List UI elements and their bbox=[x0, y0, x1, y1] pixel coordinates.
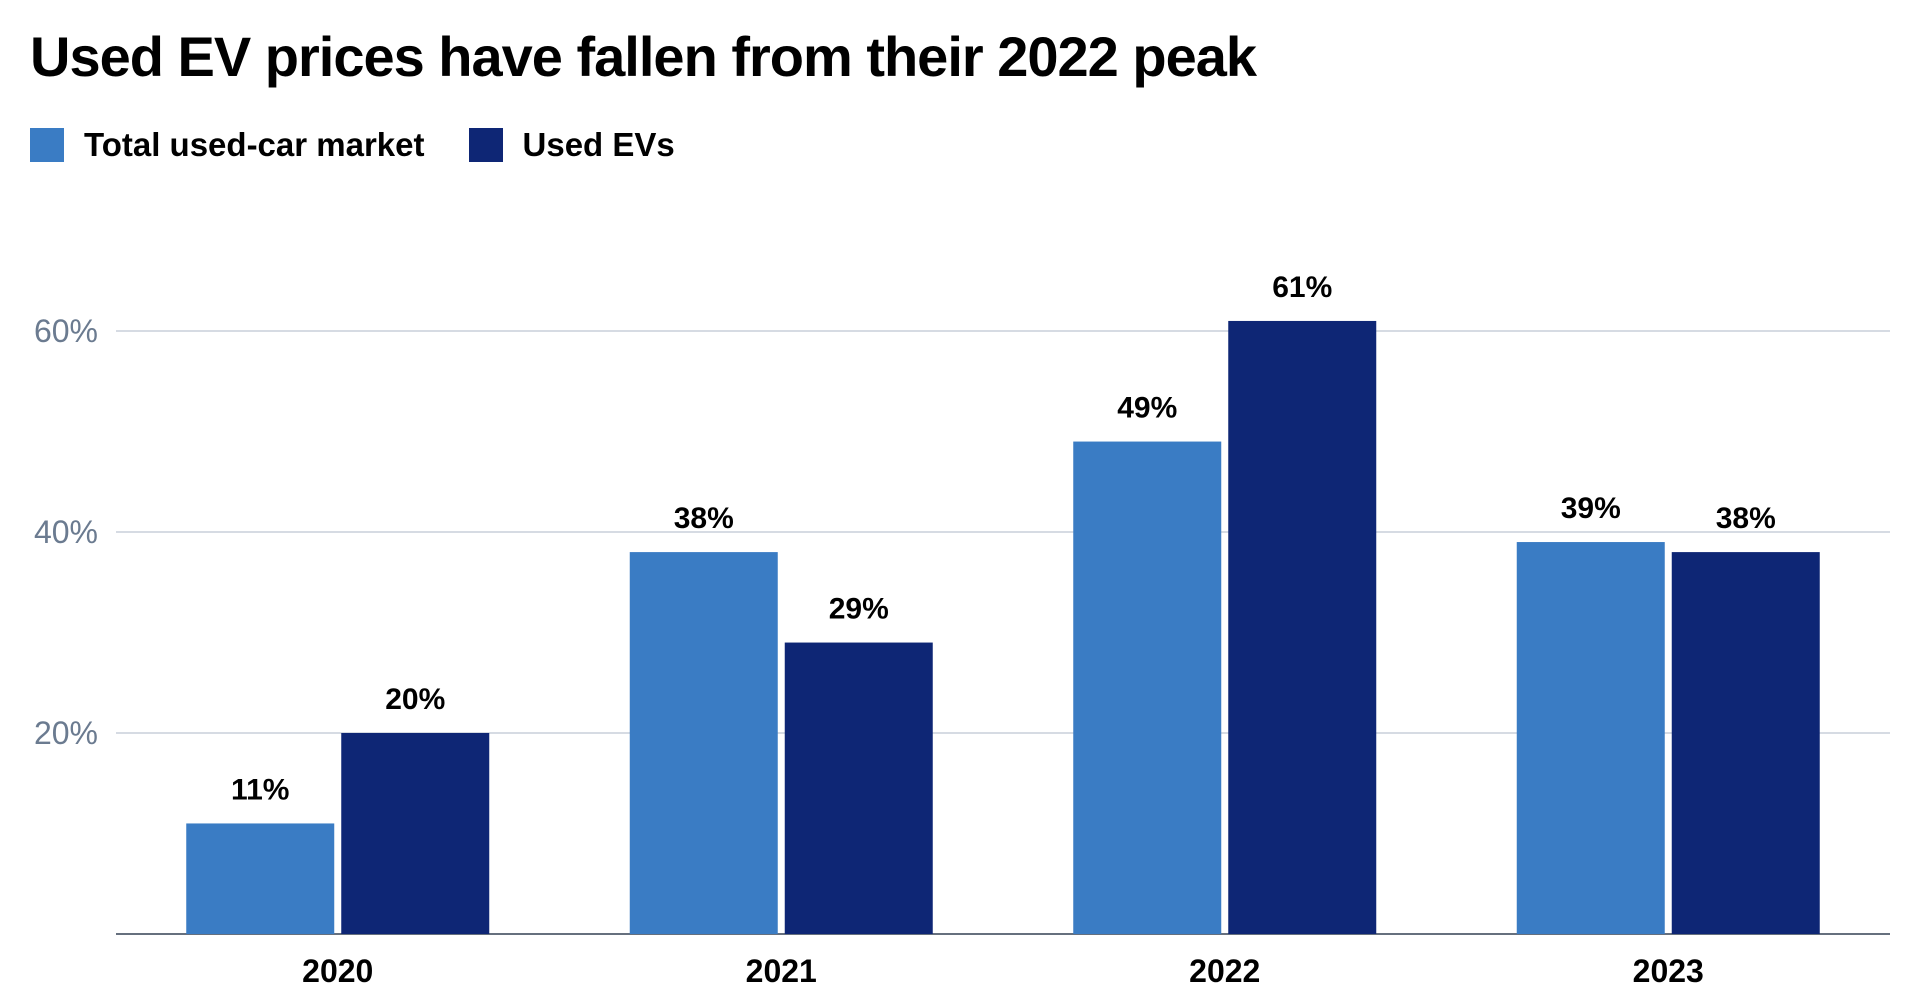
bar bbox=[341, 733, 490, 934]
y-tick-label: 40% bbox=[34, 514, 98, 550]
chart-title: Used EV prices have fallen from their 20… bbox=[30, 25, 1257, 88]
legend-swatch-total-used-car-market bbox=[30, 128, 64, 162]
data-label: 39% bbox=[1561, 492, 1621, 525]
legend: Total used-car market Used EVs bbox=[30, 126, 719, 164]
data-label: 49% bbox=[1117, 392, 1177, 425]
legend-item-used-evs: Used EVs bbox=[468, 126, 675, 164]
data-label: 38% bbox=[674, 502, 734, 535]
legend-item-total-used-car-market: Total used-car market bbox=[30, 126, 425, 164]
data-label: 20% bbox=[385, 683, 445, 716]
data-label: 38% bbox=[1716, 502, 1776, 535]
bar bbox=[784, 642, 933, 934]
x-tick-label: 2023 bbox=[1633, 953, 1704, 989]
data-label: 11% bbox=[231, 773, 289, 806]
bar bbox=[1516, 542, 1665, 934]
x-tick-label: 2022 bbox=[1189, 953, 1260, 989]
y-tick-label: 60% bbox=[34, 313, 98, 349]
bar bbox=[1228, 320, 1377, 934]
x-tick-label: 2020 bbox=[302, 953, 373, 989]
y-tick-label: 20% bbox=[34, 715, 98, 751]
bar bbox=[1073, 441, 1222, 934]
legend-label-total-used-car-market: Total used-car market bbox=[84, 126, 425, 163]
bar bbox=[1671, 552, 1820, 934]
bar bbox=[186, 823, 335, 934]
data-label: 29% bbox=[829, 593, 889, 626]
legend-label-used-evs: Used EVs bbox=[522, 126, 675, 163]
legend-swatch-used-evs bbox=[468, 128, 503, 162]
data-label: 61% bbox=[1272, 271, 1332, 304]
x-tick-label: 2021 bbox=[746, 953, 817, 989]
bar bbox=[629, 552, 778, 934]
